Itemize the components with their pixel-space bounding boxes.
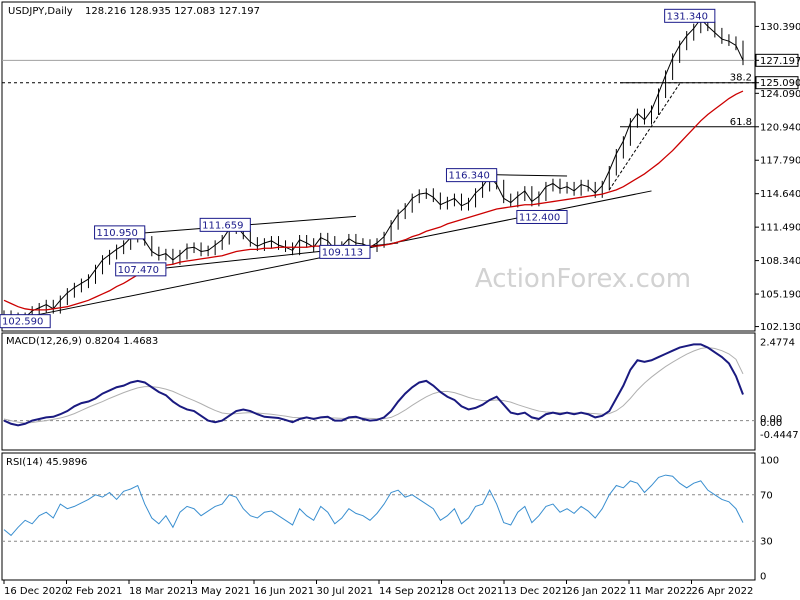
x-tick-label: 18 Mar 2021 bbox=[129, 586, 192, 597]
x-tick-label: 16 Jun 2021 bbox=[254, 586, 314, 597]
price-annotation-label: 112.400 bbox=[519, 212, 560, 223]
x-tick-label: 2 Feb 2021 bbox=[67, 586, 123, 597]
x-tick-label: 13 Dec 2021 bbox=[504, 586, 568, 597]
rsi-title: RSI(14) 45.9896 bbox=[6, 457, 87, 468]
x-tick-label: 26 Apr 2022 bbox=[692, 586, 754, 597]
x-tick-label: 28 Oct 2021 bbox=[442, 586, 504, 597]
macd-y-tick-label: 2.4774 bbox=[760, 337, 795, 348]
price-y-tick-label: 108.340 bbox=[760, 256, 800, 267]
macd-y-tick-label: -0.4447 bbox=[760, 430, 799, 441]
price-y-tick-label: 130.390 bbox=[760, 22, 800, 33]
price-y-tick-label: 127.197 bbox=[760, 56, 800, 67]
price-annotation-box bbox=[516, 209, 568, 224]
x-tick-label: 11 Mar 2022 bbox=[629, 586, 692, 597]
fib-382-label: 38.2 bbox=[730, 73, 752, 84]
price-annotation-box bbox=[199, 217, 251, 232]
macd-title: MACD(12,26,9) 0.8204 1.4683 bbox=[6, 336, 158, 347]
price-annotation-label: 111.659 bbox=[202, 220, 243, 231]
rsi-y-tick-label: 70 bbox=[760, 490, 773, 501]
price-annotation-label: 102.590 bbox=[2, 317, 43, 328]
price-annotation-box bbox=[0, 314, 51, 329]
price-y-tick-label: 111.490 bbox=[760, 223, 800, 234]
x-tick-label: 26 Jan 2022 bbox=[567, 586, 627, 597]
x-tick-label: 3 May 2021 bbox=[192, 586, 251, 597]
macd-panel-frame bbox=[1, 332, 756, 451]
price-y-tick-label: 120.940 bbox=[760, 122, 800, 133]
x-tick-label: 16 Dec 2020 bbox=[4, 586, 68, 597]
rsi-y-tick-label: 0 bbox=[760, 572, 766, 583]
rsi-line bbox=[3, 474, 744, 537]
macd-y-tick-label: 0.00 bbox=[760, 418, 782, 429]
x-tick-label: 30 Jul 2021 bbox=[317, 586, 374, 597]
chart-ohlc: 128.216 128.935 127.083 127.197 bbox=[85, 6, 260, 17]
price-y-tick-label: 124.090 bbox=[760, 89, 800, 100]
breakout-line bbox=[608, 83, 681, 191]
macd-y-tick-label: 0.00 bbox=[760, 414, 782, 425]
price-close-line bbox=[3, 18, 744, 320]
price-panel-frame bbox=[1, 1, 756, 332]
price-y-tick-label: 105.190 bbox=[760, 290, 800, 301]
price-annotation-label: 110.950 bbox=[97, 228, 138, 239]
price-annotation-box bbox=[115, 262, 167, 277]
rsi-y-tick-label: 100 bbox=[760, 456, 779, 467]
chart-symbol: USDJPY,Daily bbox=[8, 6, 73, 17]
price-annotation-box bbox=[319, 244, 371, 259]
price-annotation-box bbox=[445, 168, 498, 183]
price-annotation-label: 109.113 bbox=[322, 247, 363, 258]
price-y-tick-label: 102.130 bbox=[760, 322, 800, 333]
rsi-y-tick-label: 30 bbox=[760, 537, 773, 548]
price-annotation-box bbox=[94, 225, 146, 240]
macd-signal-line bbox=[3, 347, 744, 424]
x-tick-label: 14 Sep 2021 bbox=[379, 586, 442, 597]
price-y-tick-label: 117.790 bbox=[760, 156, 800, 167]
macd-line bbox=[3, 343, 744, 427]
price-y-tick-label: 125.090 bbox=[760, 78, 800, 89]
price-annotation-label: 107.470 bbox=[118, 265, 159, 276]
price-annotation-label: 116.340 bbox=[448, 171, 489, 182]
fib-618-label: 61.8 bbox=[730, 117, 752, 128]
price-annotation-label: 131.340 bbox=[667, 11, 708, 22]
watermark: ActionForex.com bbox=[475, 264, 691, 294]
moving-average-line bbox=[3, 90, 744, 311]
price-y-tick-label: 114.640 bbox=[760, 189, 800, 200]
price-annotation-box bbox=[664, 8, 716, 23]
rsi-panel-frame bbox=[1, 452, 756, 581]
